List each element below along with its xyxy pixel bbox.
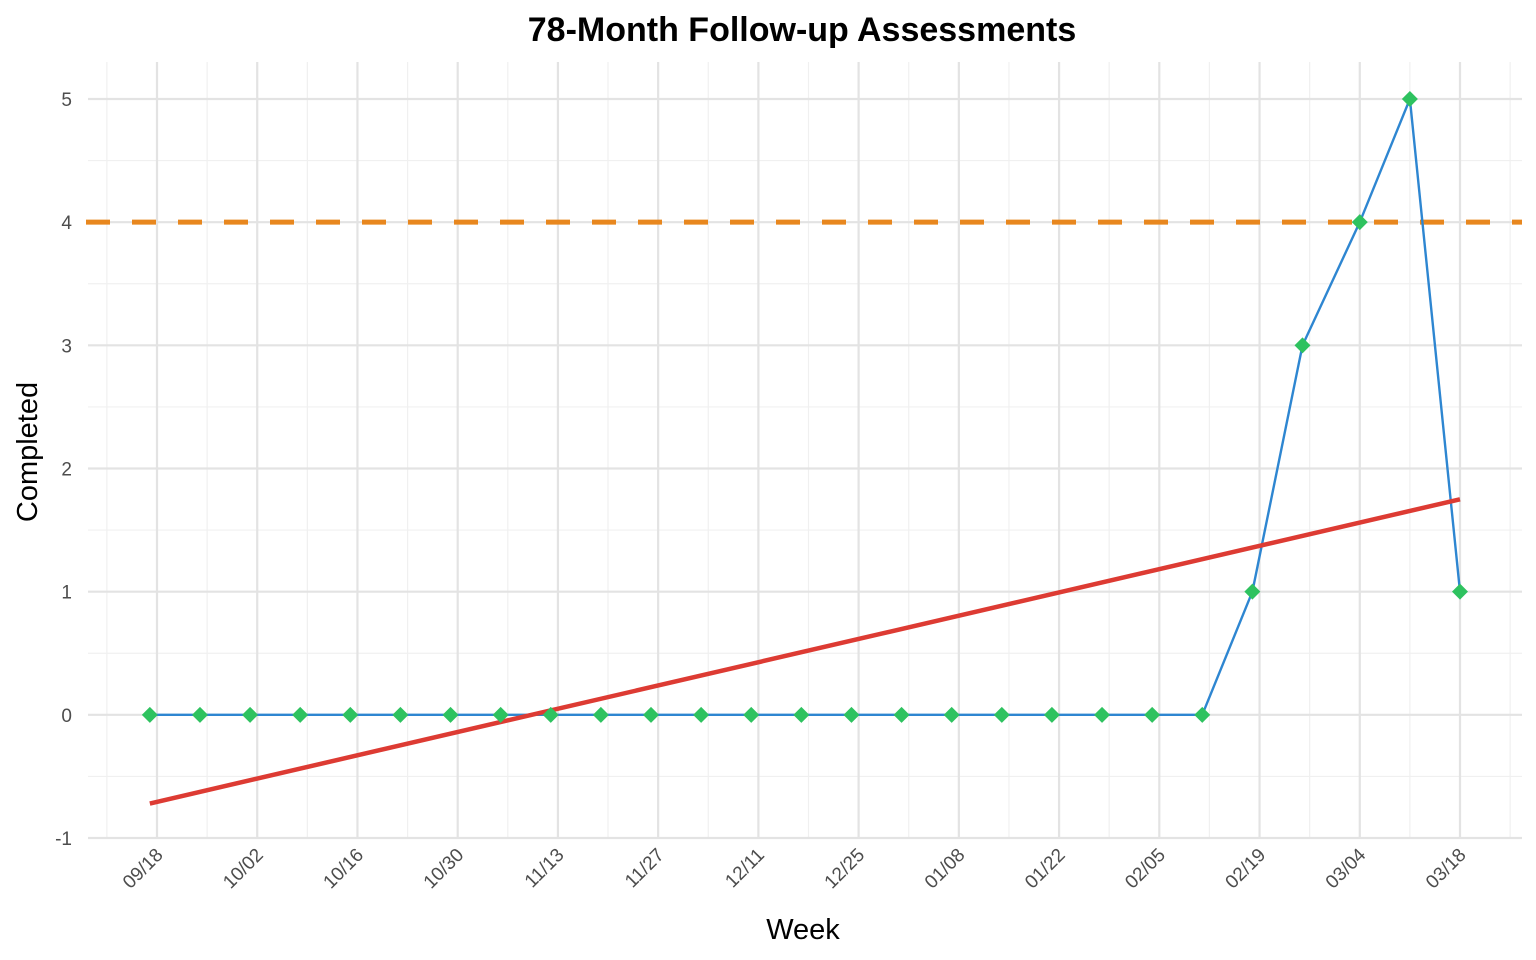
data-point-marker bbox=[392, 706, 409, 723]
data-point-marker bbox=[1452, 583, 1468, 600]
data-point-marker bbox=[1043, 706, 1060, 723]
y-tick-label: 1 bbox=[61, 583, 72, 604]
y-tick-label: 2 bbox=[61, 460, 72, 481]
x-tick-label: 10/30 bbox=[420, 845, 468, 893]
data-point-marker bbox=[893, 706, 910, 723]
x-tick-label: 10/16 bbox=[320, 845, 368, 893]
x-tick-label: 03/04 bbox=[1322, 844, 1371, 893]
data-point-marker bbox=[1294, 337, 1311, 354]
data-point-marker bbox=[1351, 214, 1368, 231]
data-point-marker bbox=[342, 706, 359, 723]
x-axis-title: Week bbox=[766, 914, 840, 946]
x-tick-label: 03/18 bbox=[1422, 845, 1470, 893]
x-tick-label: 12/25 bbox=[821, 845, 869, 893]
x-axis-tick-labels: 09/18 10/02 10/16 10/30 11/13 11/27 12/11 12/25… bbox=[119, 844, 1470, 893]
y-tick-label: 5 bbox=[61, 90, 72, 111]
x-tick-label: 09/18 bbox=[119, 845, 167, 893]
major-gridlines bbox=[88, 62, 1522, 840]
data-point-marker bbox=[642, 706, 659, 723]
data-point-marker bbox=[793, 706, 810, 723]
minor-gridlines bbox=[88, 62, 1522, 838]
data-point-marker bbox=[693, 706, 710, 723]
x-tick-label: 02/05 bbox=[1121, 845, 1169, 893]
x-tick-label: 10/02 bbox=[219, 845, 267, 893]
y-tick-label: 4 bbox=[61, 213, 72, 234]
data-point-marker bbox=[1094, 706, 1111, 723]
x-tick-label: 01/08 bbox=[921, 845, 969, 893]
x-tick-label: 11/27 bbox=[621, 845, 668, 892]
data-point-marker bbox=[1401, 91, 1418, 107]
data-point-marker bbox=[993, 706, 1010, 723]
data-point-marker bbox=[191, 706, 208, 723]
data-point-marker bbox=[141, 706, 158, 723]
data-point-marker bbox=[442, 706, 459, 723]
data-point-marker bbox=[292, 706, 309, 723]
data-point-marker bbox=[1144, 706, 1161, 723]
x-tick-label: 02/19 bbox=[1222, 845, 1270, 893]
data-point-marker bbox=[1244, 583, 1261, 600]
trend-line-layer bbox=[149, 497, 1461, 806]
data-point-marker bbox=[743, 706, 760, 723]
y-axis-tick-labels: -1 0 1 2 3 4 5 bbox=[55, 90, 72, 850]
marker-layer bbox=[141, 91, 1468, 723]
data-point-marker bbox=[592, 706, 609, 723]
chart-title: 78-Month Follow-up Assessments bbox=[528, 11, 1076, 49]
x-tick-label: 01/22 bbox=[1021, 845, 1069, 893]
y-axis-title: Completed bbox=[12, 382, 44, 522]
y-tick-label: 3 bbox=[61, 336, 72, 357]
data-point-marker bbox=[492, 706, 509, 723]
data-point-marker bbox=[542, 706, 559, 723]
x-tick-label: 12/11 bbox=[721, 845, 768, 892]
data-point-marker bbox=[242, 706, 259, 723]
y-tick-label: 0 bbox=[61, 706, 72, 727]
data-point-marker bbox=[1194, 706, 1211, 723]
y-tick-label: -1 bbox=[55, 829, 72, 850]
data-point-marker bbox=[843, 706, 860, 723]
x-tick-label: 11/13 bbox=[521, 845, 568, 892]
trend-line bbox=[149, 497, 1461, 806]
data-point-marker bbox=[943, 706, 960, 723]
